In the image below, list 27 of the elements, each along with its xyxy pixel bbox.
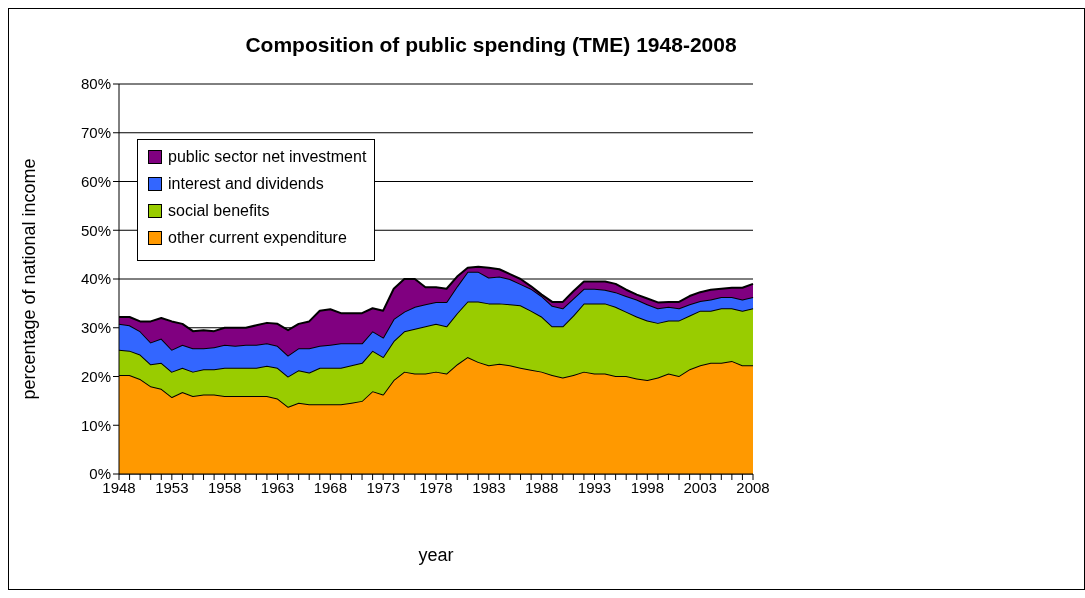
x-tick-label: 1998 <box>630 478 665 496</box>
y-tick-label: 50% <box>80 221 111 239</box>
y-tick-label: 80% <box>80 75 111 93</box>
x-tick-label: 2003 <box>683 478 717 496</box>
x-tick-label: 1963 <box>260 478 295 496</box>
x-tick-label: 1983 <box>472 478 506 496</box>
y-tick-label: 40% <box>80 270 111 288</box>
x-tick-label: 1988 <box>524 478 559 496</box>
y-tick-label: 70% <box>80 124 111 142</box>
x-axis-title: year <box>417 545 455 566</box>
x-tick-label: 1973 <box>366 478 400 496</box>
x-tick-label: 2008 <box>736 478 770 496</box>
x-tick-label: 1993 <box>577 478 612 496</box>
x-tick-label: 1953 <box>155 478 189 496</box>
legend-label: public sector net investment <box>168 148 367 166</box>
y-axis-title: percentage of national income <box>18 158 40 400</box>
legend-label: interest and dividends <box>168 175 324 193</box>
legend-label: social benefits <box>168 202 270 220</box>
y-tick-label: 60% <box>80 172 111 190</box>
x-tick-label: 1968 <box>313 478 348 496</box>
chart-title: Composition of public spending (TME) 1948-2008 <box>244 33 738 57</box>
y-tick-label: 20% <box>80 367 111 385</box>
x-tick-label: 1958 <box>207 478 242 496</box>
x-tick-label: 1978 <box>419 478 453 496</box>
y-tick-label: 10% <box>80 416 111 434</box>
legend-label: other current expenditure <box>168 229 347 247</box>
y-tick-label: 30% <box>80 319 111 337</box>
